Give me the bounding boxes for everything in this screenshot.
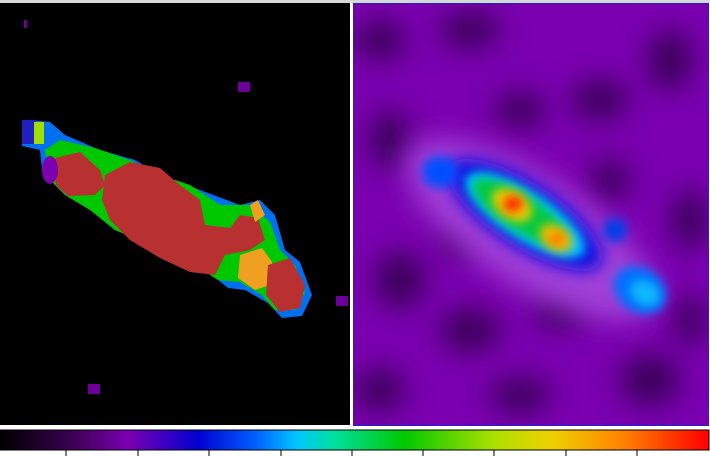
colorbar-ticks bbox=[65, 450, 638, 456]
region-orange bbox=[250, 200, 265, 222]
noise bbox=[355, 12, 708, 413]
right-panel bbox=[353, 3, 709, 426]
region-purple bbox=[88, 384, 100, 394]
region-purple bbox=[336, 296, 348, 306]
region-orange bbox=[238, 248, 272, 290]
region-dark-blue bbox=[22, 120, 36, 144]
source bbox=[404, 138, 667, 322]
region-red bbox=[55, 152, 105, 196]
toolbar-edge bbox=[0, 0, 710, 3]
region-purple bbox=[238, 82, 250, 92]
region-purple bbox=[24, 20, 27, 28]
region-red bbox=[266, 258, 305, 312]
left-panel bbox=[0, 3, 350, 425]
region-yellow bbox=[34, 122, 44, 144]
region-red bbox=[102, 162, 265, 275]
colorbar-gradient bbox=[0, 429, 710, 451]
colorbar bbox=[0, 426, 710, 456]
region-purple bbox=[42, 156, 58, 184]
colorbar-gap bbox=[0, 426, 710, 430]
separator bbox=[350, 3, 353, 425]
